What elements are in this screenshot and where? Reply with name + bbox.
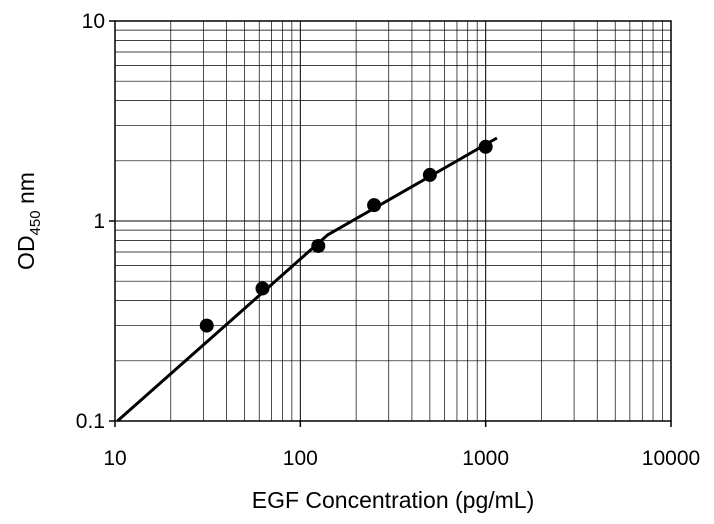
x-tick-label: 100 bbox=[283, 447, 318, 470]
x-tick-label: 10000 bbox=[642, 447, 700, 470]
data-point bbox=[422, 167, 437, 182]
fit-line bbox=[116, 136, 498, 423]
x-tick-label: 1000 bbox=[462, 447, 509, 470]
gridlines bbox=[115, 21, 671, 421]
x-axis-title: EGF Concentration (pg/mL) bbox=[252, 487, 535, 513]
y-axis-title: OD450 nm bbox=[13, 172, 44, 270]
y-tick-label: 10 bbox=[82, 10, 105, 33]
fit-curve-group bbox=[116, 136, 498, 423]
x-tick-label: 10 bbox=[103, 447, 126, 470]
y-tick-label: 1 bbox=[93, 210, 105, 233]
y-axis-title-unit: nm bbox=[13, 172, 39, 210]
y-tick-label: 0.1 bbox=[76, 410, 105, 433]
data-point bbox=[311, 238, 326, 253]
data-point bbox=[255, 281, 270, 296]
data-point bbox=[478, 139, 493, 154]
tick-labels: 10 100 1000 10000 0.1 1 10 bbox=[76, 10, 700, 470]
data-points bbox=[199, 139, 493, 333]
y-axis-title-main: OD bbox=[13, 235, 39, 270]
y-axis-title-subscript: 450 bbox=[27, 210, 44, 235]
data-point bbox=[367, 198, 382, 213]
data-point bbox=[199, 318, 214, 333]
